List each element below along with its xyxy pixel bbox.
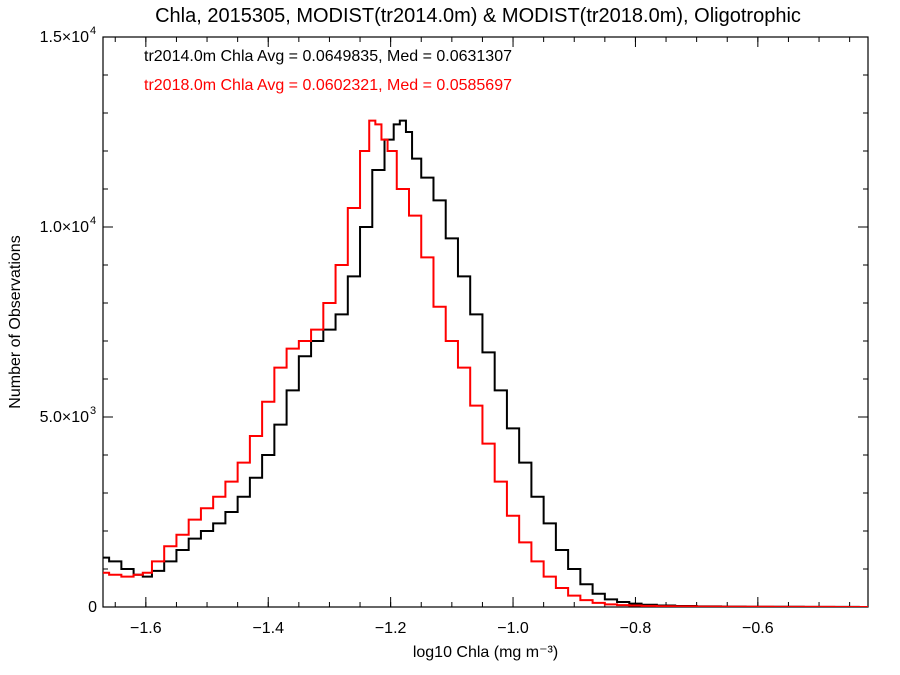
x-tick-label: −0.8 <box>620 620 652 637</box>
y-tick-exponent: 4 <box>90 25 96 37</box>
stat-annotation: tr2018.0m Chla Avg = 0.0602321, Med = 0.… <box>144 77 512 94</box>
plot-frame <box>102 36 869 608</box>
plot-area: −1.6 −1.4 −1.2 −1.0 −0.8 −0.605.0×10 31.0×10 41… <box>7 25 869 661</box>
y-tick-label: 5.0×10 <box>40 409 89 426</box>
y-tick-label: 1.5×10 <box>40 29 89 46</box>
x-axis-label: log10 Chla (mg m⁻³) <box>413 644 558 661</box>
x-tick-label: −1.0 <box>497 620 529 637</box>
series-line-0 <box>103 119 868 607</box>
stat-annotation: tr2014.0m Chla Avg = 0.0649835, Med = 0.… <box>144 48 512 65</box>
series-line-1 <box>103 119 868 607</box>
y-axis-label: Number of Observations <box>7 235 24 408</box>
y-tick-exponent: 4 <box>90 215 96 227</box>
y-tick-label: 0 <box>88 599 97 616</box>
x-tick-label: −0.6 <box>742 620 774 637</box>
y-tick-exponent: 3 <box>90 405 96 417</box>
x-tick-label: −1.4 <box>252 620 284 637</box>
chart-title: Chla, 2015305, MODIST(tr2014.0m) & MODIS… <box>155 5 801 27</box>
x-tick-label: −1.6 <box>130 620 162 637</box>
x-tick-label: −1.2 <box>375 620 407 637</box>
y-tick-label: 1.0×10 <box>40 219 89 236</box>
